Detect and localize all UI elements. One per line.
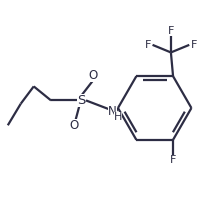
Text: N: N [108, 105, 117, 118]
Text: O: O [89, 69, 98, 82]
Text: F: F [191, 40, 197, 50]
Text: S: S [77, 94, 85, 107]
Text: H: H [114, 112, 122, 122]
Text: F: F [168, 27, 174, 37]
Text: F: F [170, 155, 176, 165]
Text: F: F [145, 40, 151, 50]
Text: O: O [69, 119, 78, 132]
